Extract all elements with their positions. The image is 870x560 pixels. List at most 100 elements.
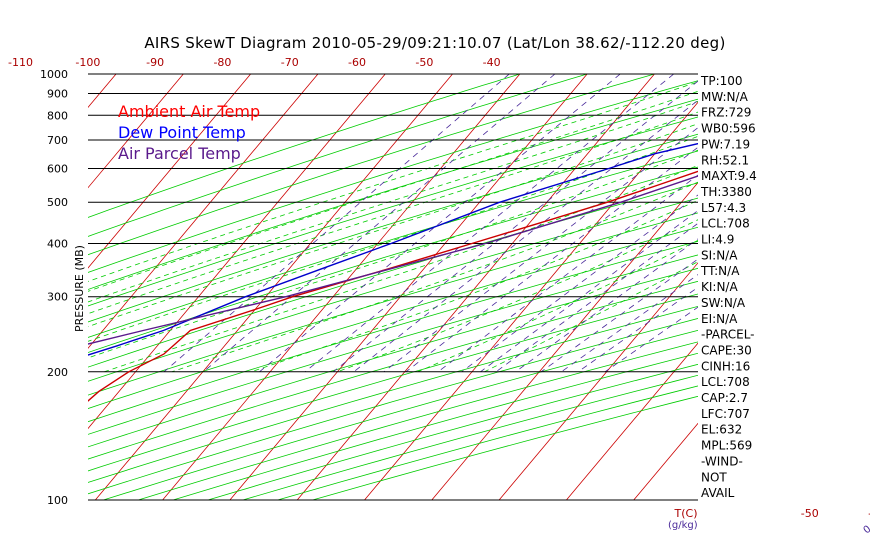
isotherm-line — [229, 74, 588, 500]
pressure-tick-label: 200 — [47, 366, 68, 379]
isotherm-line — [88, 74, 319, 349]
dry-adiabat-line — [88, 74, 522, 218]
dry-adiabat-line — [88, 150, 698, 338]
index-entry: MPL:569 — [701, 439, 752, 453]
mixing-ratio-line — [383, 127, 698, 373]
index-entry: SW:N/A — [701, 296, 746, 310]
mixing-ratio-line — [405, 146, 698, 373]
dry-adiabat-line — [88, 318, 698, 495]
pressure-tick-label: 700 — [47, 134, 68, 147]
dry-adiabat-line — [277, 385, 698, 500]
dry-adiabat-line — [88, 293, 698, 472]
mixing-ratio-line — [259, 74, 621, 373]
top-temperature-tick-label: -100 — [75, 56, 100, 69]
isotherm-line — [0, 65, 56, 510]
top-temperature-tick-label: -80 — [213, 56, 231, 69]
isotherm-line — [88, 74, 386, 430]
isotherm-line — [363, 101, 698, 500]
mixing-ratio-line — [163, 74, 510, 373]
dry-adiabat-line — [88, 226, 698, 409]
pressure-tick-label: 100 — [47, 494, 68, 507]
mixing-ratio-line — [333, 80, 698, 373]
pressure-axis-label: PRESSURE (MB) — [73, 245, 86, 332]
mixing-ratio-label: 0.1 — [862, 518, 870, 536]
index-entry: EI:N/A — [701, 312, 738, 326]
pressure-tick-label: 400 — [47, 238, 68, 251]
profile-lines — [88, 142, 698, 402]
series-line — [88, 142, 698, 356]
mixing-ratio-line — [353, 99, 698, 373]
index-entry: FRZ:729 — [701, 106, 751, 120]
pressure-tick-label: 500 — [47, 196, 68, 209]
dry-adiabat-line — [88, 182, 698, 368]
index-entry: CINH:16 — [701, 359, 750, 373]
moist-adiabat-line — [88, 90, 698, 292]
pressure-tick-label: 600 — [47, 163, 68, 176]
moist-adiabat-line — [88, 111, 698, 315]
mixing-ratio-line — [495, 222, 698, 373]
dry-adiabat-line — [88, 212, 698, 396]
temperature-tick-label: -50 — [801, 507, 819, 520]
background-grid — [0, 65, 870, 510]
index-entry: TP:100 — [700, 74, 743, 88]
moist-adiabat-line — [171, 181, 698, 373]
mixing-ratio-line — [577, 286, 698, 373]
index-entry: MAXT:9.4 — [701, 169, 757, 183]
index-entry: CAPE:30 — [701, 343, 752, 357]
index-entry: TT:N/A — [700, 264, 740, 278]
legend-entry: Dew Point Temp — [118, 123, 246, 142]
index-entry: RH:52.1 — [701, 153, 749, 167]
temperature-tick-label: -40 — [868, 507, 870, 520]
top-temperature-tick-label: -40 — [483, 56, 501, 69]
dry-adiabat-line — [88, 74, 589, 237]
dry-adiabat-line — [88, 267, 698, 448]
index-entry: -WIND- — [701, 454, 743, 468]
moist-adiabat-line — [484, 261, 698, 373]
index-entry: LCL:708 — [701, 375, 750, 389]
index-entry: CAP:2.7 — [701, 391, 748, 405]
top-temperature-tick-label: -110 — [8, 56, 33, 69]
dry-adiabat-line — [88, 133, 698, 323]
index-entry: L57:4.3 — [701, 201, 746, 215]
isotherm-line — [296, 74, 655, 500]
mixing-ratio-line — [604, 306, 698, 373]
top-temperature-tick-label: -60 — [348, 56, 366, 69]
pressure-tick-label: 900 — [47, 87, 68, 100]
index-entry: LI:4.9 — [701, 233, 734, 247]
axis-labels: 1002003004005006007008009001000-50-40-30… — [8, 56, 870, 536]
isotherm-line — [828, 65, 870, 510]
isotherm-line — [565, 342, 698, 500]
isotherm-line — [88, 74, 252, 269]
dry-adiabat-line — [207, 363, 698, 500]
dry-adiabat-line — [88, 116, 698, 307]
index-entry: EL:632 — [701, 423, 742, 437]
dry-adiabat-line — [88, 240, 698, 423]
dry-adiabat-line — [88, 166, 698, 353]
isotherm-line — [431, 181, 698, 500]
dry-adiabat-line — [88, 280, 698, 460]
moist-adiabat-line — [88, 123, 698, 328]
pressure-tick-label: 300 — [47, 291, 68, 304]
isotherm-line — [633, 422, 698, 500]
index-entry: NOT — [701, 470, 727, 484]
mixing-ratio-line — [515, 238, 698, 373]
isotherm-line — [94, 74, 454, 500]
moist-adiabat-line — [104, 165, 698, 373]
index-entry: AVAIL — [701, 486, 735, 500]
dry-adiabat-line — [88, 254, 698, 435]
moist-adiabat-line — [417, 239, 698, 373]
isotherm-line — [760, 65, 870, 510]
dry-adiabat-line — [88, 305, 698, 483]
pressure-tick-label: 800 — [47, 109, 68, 122]
legend-entry: Ambient Air Temp — [118, 102, 260, 121]
index-entry: TH:3380 — [700, 185, 752, 199]
isotherm-line — [88, 74, 184, 189]
moist-adiabat-line — [88, 149, 698, 359]
dry-adiabat-line — [88, 74, 656, 256]
index-entry: -PARCEL- — [701, 328, 755, 342]
top-temperature-tick-label: -50 — [415, 56, 433, 69]
index-entry: WB0:596 — [701, 122, 756, 136]
isobar-lines — [88, 73, 698, 501]
